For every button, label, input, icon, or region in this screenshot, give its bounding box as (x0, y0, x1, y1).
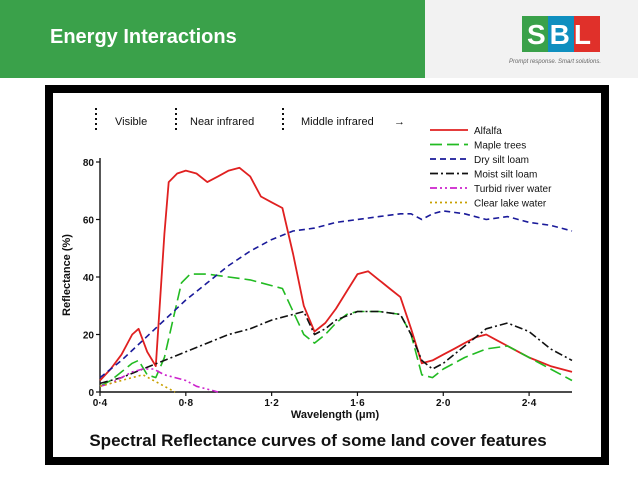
figure-caption: Spectral Reflectance curves of some land… (89, 431, 546, 450)
logo-text: SBL (527, 19, 595, 50)
x-axis-label: Wavelength (μm) (291, 409, 380, 421)
region-labels: Visible Near infrared Middle infrared → (95, 108, 405, 132)
region-label-near-infrared: Near infrared (190, 116, 254, 128)
sbl-logo: SBL (522, 16, 600, 52)
legend-label: Dry silt loam (474, 155, 529, 166)
series-line-moist-silt-loam (99, 310, 573, 385)
series-line-maple-trees (99, 273, 573, 388)
logo-block-b (548, 16, 574, 52)
y-tick-label: 40 (83, 273, 95, 284)
x-tick-label: 2·4 (522, 398, 537, 409)
series-line-dry-silt-loam (99, 210, 573, 379)
axes: 0 20 40 60 80 0·4 0·8 1·2 1·6 2·0 2·4 (83, 158, 572, 409)
series-line-clear-lake-water (99, 374, 176, 393)
x-tick-label: 0·8 (179, 398, 194, 409)
legend-label: Turbid river water (474, 184, 552, 195)
legend-label: Alfalfa (474, 126, 502, 137)
title-band: Energy Interactions (0, 0, 425, 78)
y-axis-label: Reflectance (%) (61, 234, 73, 316)
series-lines (99, 166, 573, 393)
x-tick-label: 2·0 (436, 398, 451, 409)
header-bar: Energy Interactions SBL Prompt response.… (0, 0, 638, 80)
logo-block-s (522, 16, 548, 52)
legend-label: Maple trees (474, 141, 526, 152)
y-tick-label: 60 (83, 216, 95, 227)
y-tick-label: 80 (83, 158, 95, 169)
region-label-middle-infrared: Middle infrared (301, 116, 374, 128)
series-line-turbid-river-water (99, 368, 219, 393)
region-label-visible: Visible (115, 116, 147, 128)
legend: Alfalfa Maple trees Dry silt loam Moist sil… (430, 126, 552, 210)
y-tick-label: 0 (88, 388, 94, 399)
x-tick-label: 1·6 (350, 398, 365, 409)
logo-block-l (574, 16, 600, 52)
legend-label: Moist silt loam (474, 170, 537, 181)
x-tick-label: 1·2 (264, 398, 279, 409)
y-tick-label: 20 (83, 331, 95, 342)
slide-title: Energy Interactions (50, 26, 237, 48)
tagline: Prompt response. Smart solutions. (508, 59, 602, 65)
legend-label: Clear lake water (474, 199, 547, 210)
figure-panel (53, 93, 601, 457)
region-arrow-icon: → (394, 116, 405, 128)
x-tick-label: 0·4 (93, 398, 108, 409)
